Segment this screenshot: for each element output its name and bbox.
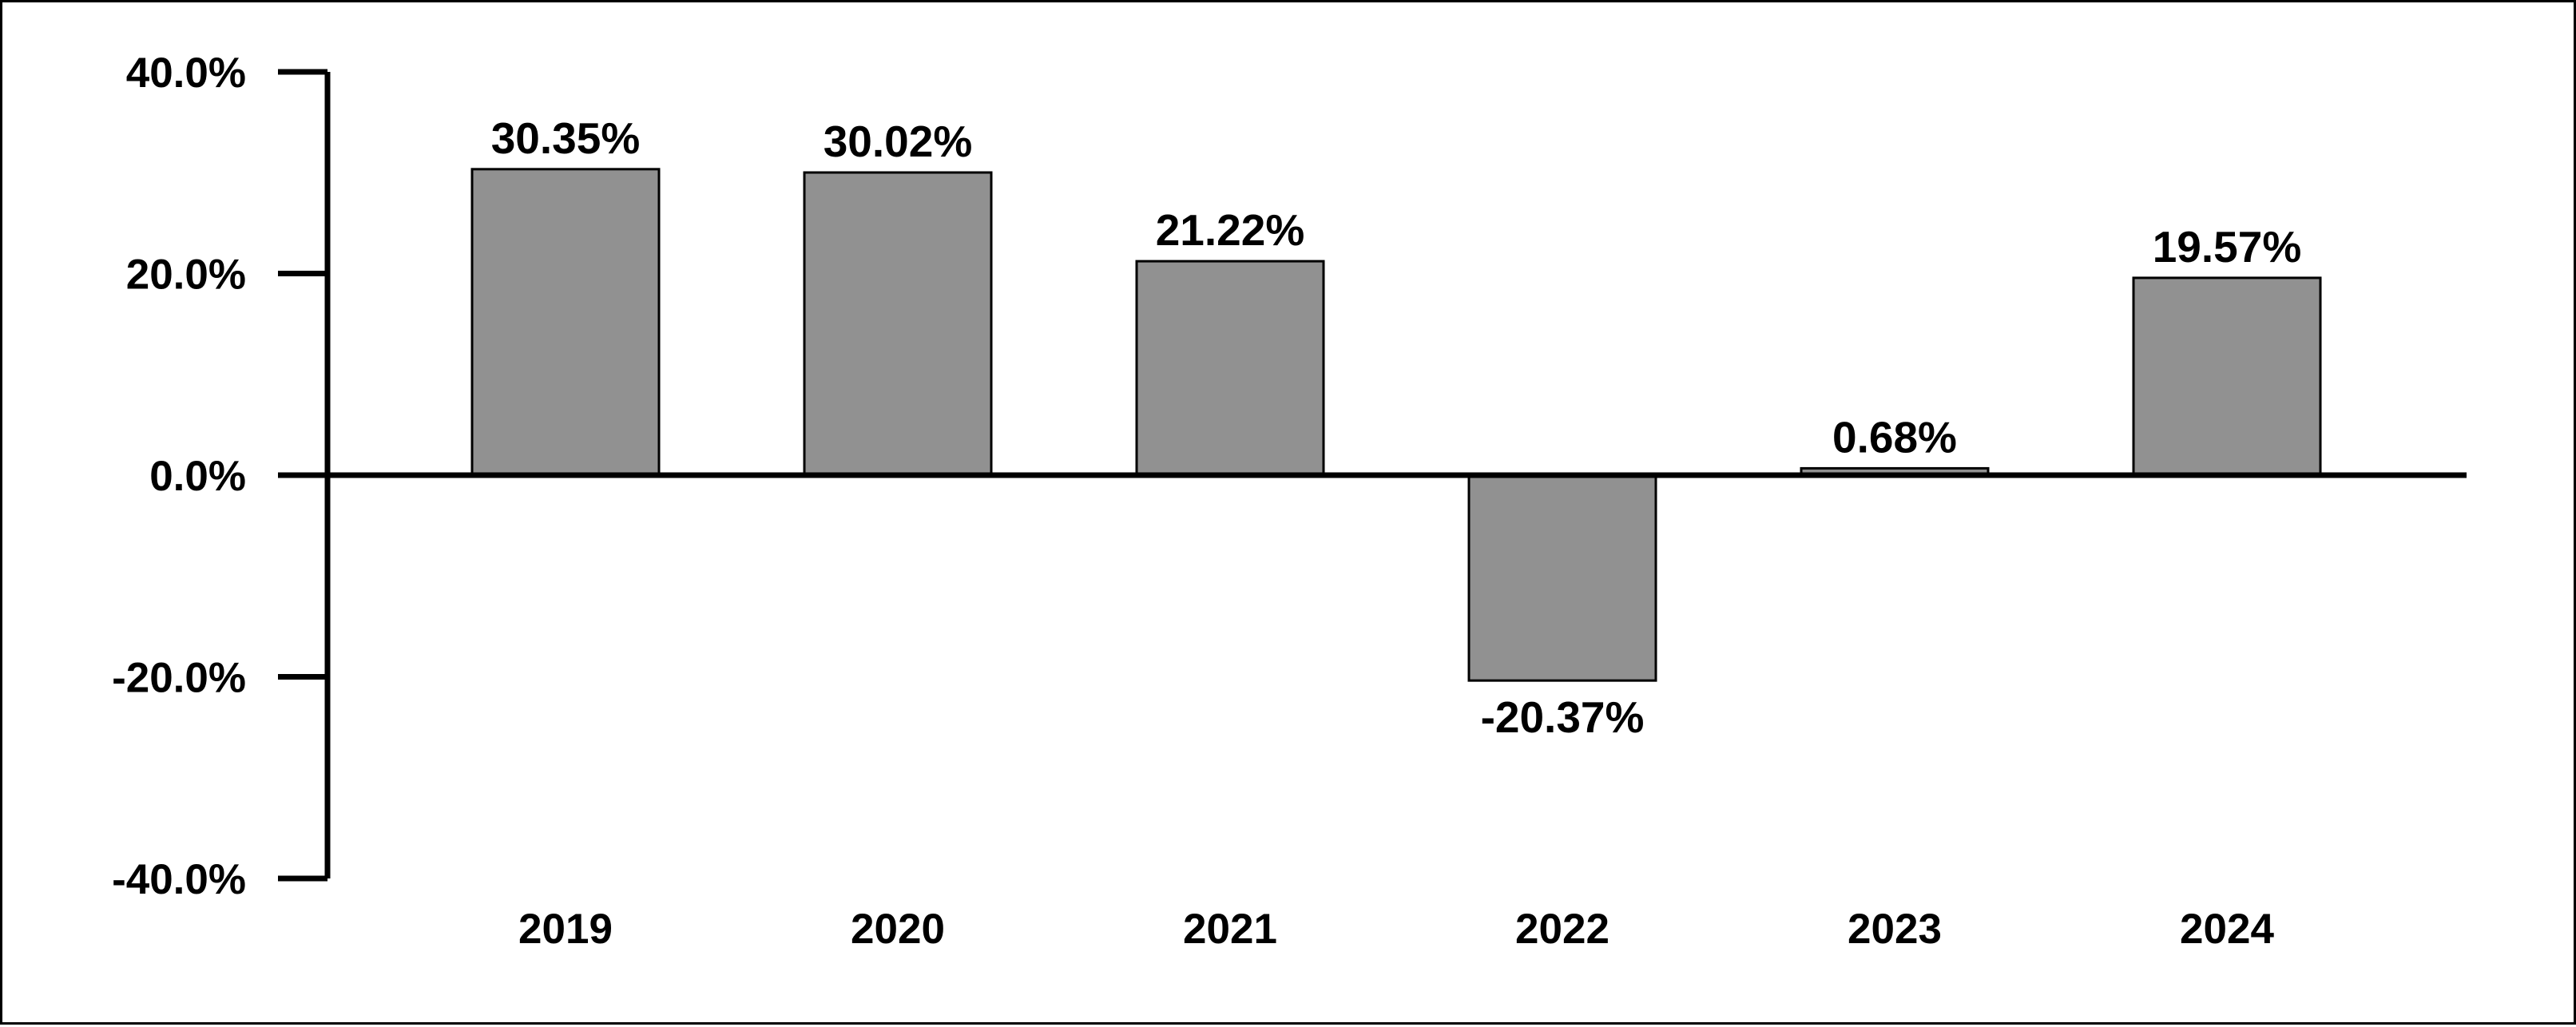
x-tick-label-2021: 2021 [1183, 906, 1277, 953]
x-tick-label-2019: 2019 [518, 906, 613, 953]
data-label-2024: 19.57% [2153, 222, 2302, 272]
x-tick-label-2023: 2023 [1848, 906, 1942, 953]
data-label-2021: 21.22% [1156, 205, 1305, 255]
x-tick-label-2024: 2024 [2180, 906, 2274, 953]
bar-2021 [1135, 260, 1325, 477]
x-tick-label-2020: 2020 [851, 906, 945, 953]
labels-layer: 30.35% 2019 30.02% 2020 21.22% 2021 -20.37% 202… [112, 50, 2301, 953]
y-tick-label: 40.0% [126, 50, 246, 97]
bars-layer [470, 168, 2322, 682]
data-label-2020: 30.02% [824, 117, 973, 166]
y-tick-label: 20.0% [126, 252, 246, 299]
data-label-2019: 30.35% [491, 113, 641, 163]
y-tick-label: -20.0% [112, 655, 246, 702]
axis-layer [278, 69, 2467, 882]
y-tick-label: -40.0% [112, 856, 246, 903]
y-tick-label: 0.0% [149, 453, 246, 500]
data-label-2022: -20.37% [1481, 692, 1645, 742]
bar-2020 [803, 171, 993, 477]
bar-2022 [1467, 474, 1657, 682]
bar-2019 [470, 168, 661, 477]
bar-2024 [2132, 276, 2322, 477]
data-label-2023: 0.68% [1832, 412, 1957, 462]
x-tick-label-2022: 2022 [1515, 906, 1610, 953]
